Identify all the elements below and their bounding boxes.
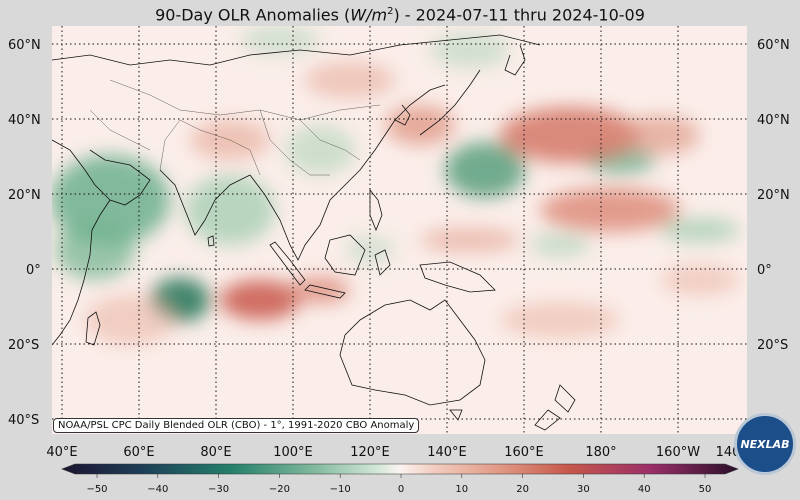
colorbar-tick-label: 20 (516, 484, 529, 495)
colorbar-bar (61, 463, 739, 475)
colorbar-tick-label: −40 (147, 484, 168, 495)
colorbar-tick-label: −10 (330, 484, 351, 495)
colorbar-tick-label: 50 (699, 484, 712, 495)
colorbar: −50 −40 −30 −20 −10 0 10 20 30 40 50 (61, 463, 739, 495)
lat-label: 60°N (8, 38, 41, 53)
anomaly-field (52, 26, 740, 345)
lat-label: 40°S (8, 413, 39, 428)
colorbar-tick-label: −20 (269, 484, 290, 495)
lat-label: 40°N (757, 113, 790, 128)
colorbar-tick-label: 10 (455, 484, 468, 495)
lon-label: 40°E (46, 445, 77, 460)
attribution-label: NOAA/PSL CPC Daily Blended OLR (CBO) - 1… (53, 418, 420, 433)
lat-label: 20°N (757, 188, 790, 203)
lat-label: 40°N (8, 113, 41, 128)
lon-label: 120°E (350, 445, 390, 460)
country-borders (89, 79, 381, 176)
lat-label: 20°S (757, 338, 788, 353)
colorbar-tick-label: −30 (208, 484, 229, 495)
lon-label: 80°E (200, 445, 231, 460)
lon-label: 60°E (123, 445, 154, 460)
lat-label: 20°S (8, 338, 39, 353)
map-panel (52, 26, 747, 434)
coastlines (52, 34, 576, 431)
lon-label: 100°E (273, 445, 313, 460)
lat-label: 20°N (8, 188, 41, 203)
colorbar-tick-label: 40 (638, 484, 651, 495)
lat-label: 0° (26, 263, 41, 278)
lon-label: 180° (585, 445, 616, 460)
map-title: 90-Day OLR Anomalies (W/m2) - 2024-07-11… (155, 5, 645, 25)
colorbar-tick-label: 30 (577, 484, 590, 495)
graticule (52, 26, 747, 434)
lon-label: 160°W (656, 445, 700, 460)
logo-text: NEXLAB (740, 437, 790, 451)
lat-label: 60°N (757, 38, 790, 53)
lon-labels: 40°E 60°E 80°E 100°E 120°E 140°E 160°E 1… (46, 445, 740, 460)
lon-label: 140°E (427, 445, 467, 460)
nexlab-logo: NEXLAB (734, 413, 796, 475)
colorbar-tick-label: 0 (398, 484, 404, 495)
lon-label: 160°E (504, 445, 544, 460)
lat-label: 0° (757, 263, 772, 278)
colorbar-tick-label: −50 (86, 484, 107, 495)
lat-labels-left: 60°N 40°N 20°N 0° 20°S 40°S (8, 38, 41, 428)
lat-labels-right: 60°N 40°N 20°N 0° 20°S (757, 38, 790, 353)
